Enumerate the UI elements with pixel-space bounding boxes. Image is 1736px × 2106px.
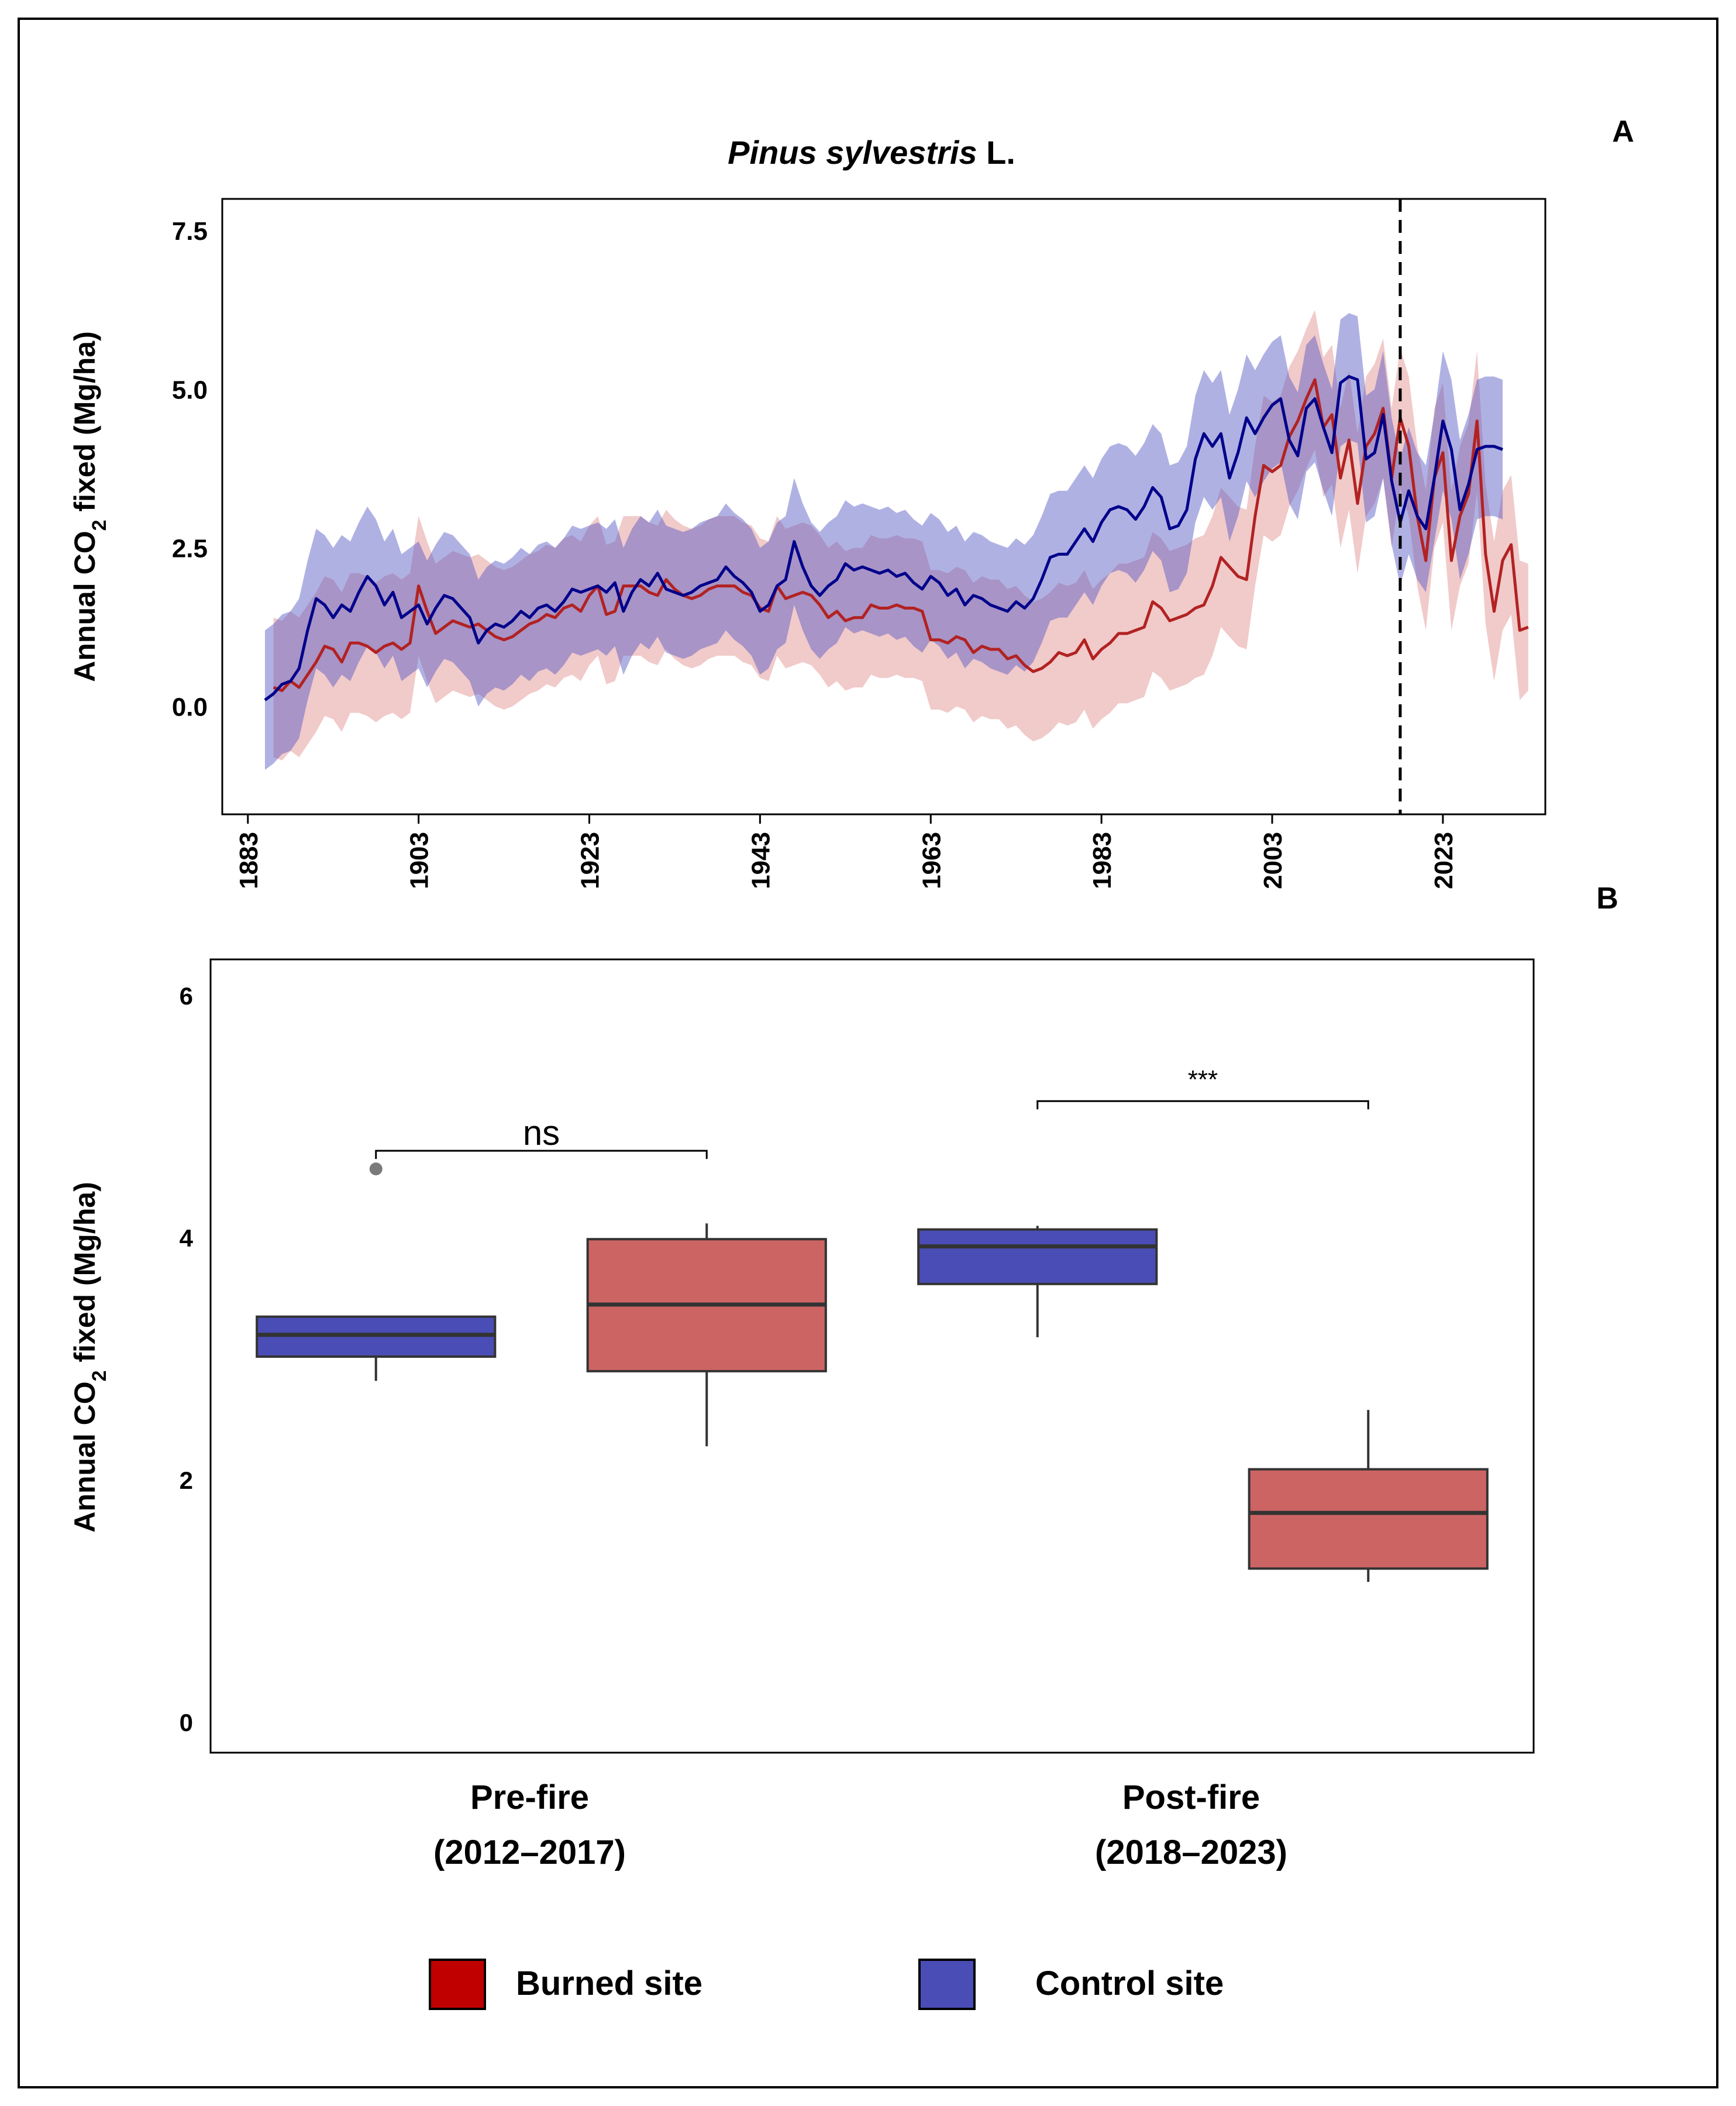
y-axis-ticks-a: 0.0 2.5 5.0 7.5: [172, 217, 208, 721]
x-tick-label-a: 2023: [1430, 832, 1458, 889]
significance-bracket: [375, 1150, 708, 1159]
y-tick-label-a: 0.0: [172, 693, 208, 722]
y-tick-label-a: 2.5: [172, 534, 208, 563]
box-control-site-pre: [256, 1162, 497, 1381]
y-axis-label-a: Annual CO2 fixed (Mg/ha): [68, 331, 111, 682]
panel-a-line-chart: Pinus sylvestris L. 0.0 2.5 5.0 7.5 1883 190…: [68, 134, 1546, 889]
line-control-site: [264, 375, 1503, 701]
panel-label-a: A: [1612, 115, 1634, 149]
legend-swatch-burned: [429, 1959, 486, 2010]
legend-swatch-control: [918, 1959, 976, 2010]
box-plots: [256, 1162, 1489, 1582]
line-burned-site: [273, 378, 1529, 693]
chart-title-italic: Pinus sylvestris: [728, 134, 977, 171]
y-label-b-sub: 2: [88, 1370, 111, 1381]
y-tick-label-a: 7.5: [172, 217, 208, 246]
x-tick-label-a: 2003: [1259, 832, 1287, 889]
x-tick-label-a: 1903: [405, 832, 434, 889]
y-tick-label-b: 6: [180, 982, 193, 1010]
plot-frame-a: [221, 198, 1546, 815]
box-control-site-post: [917, 1226, 1158, 1337]
confidence-bands: [264, 309, 1528, 770]
plot-frame-b: [209, 958, 1535, 1754]
band-burned-site: [273, 309, 1528, 760]
legend: Burned site Control site: [429, 1959, 1224, 2010]
x-tick-label-a: 1883: [235, 832, 263, 889]
series-lines: [264, 375, 1529, 701]
x-tick-label-a: 1963: [917, 832, 946, 889]
x-category-label-line1: Post-fire: [1122, 1778, 1260, 1816]
x-tick-label-a: 1943: [746, 832, 775, 889]
box-burned-site-post: [1248, 1410, 1489, 1582]
chart-title: Pinus sylvestris L.: [728, 134, 1015, 171]
x-axis-categories-b: Pre-fire (2012–2017) Post-fire (2018–2023): [433, 1778, 1287, 1871]
significance-brackets: ns ***: [375, 1065, 1369, 1159]
legend-label-control: Control site: [1035, 1964, 1224, 2002]
significance-label: ***: [1188, 1065, 1218, 1094]
x-category-label-line1: Pre-fire: [470, 1778, 589, 1816]
iqr-box: [1248, 1468, 1489, 1570]
chart-title-rest: L.: [977, 134, 1015, 171]
y-tick-label-b: 2: [180, 1467, 193, 1494]
y-tick-label-b: 4: [180, 1224, 194, 1252]
y-label-b-suffix: fixed (Mg/ha): [68, 1182, 101, 1370]
outlier-point: [369, 1162, 383, 1176]
x-category-label-line2: (2012–2017): [433, 1833, 626, 1871]
figure-frame: [18, 18, 1718, 2088]
y-label-a-prefix: Annual CO: [68, 531, 101, 682]
panel-b-box-plot: ns *** 0 2 4 6 Pre-fire (2012–2017) Post-fire (…: [68, 958, 1535, 1871]
iqr-box: [917, 1228, 1158, 1285]
panel-label-b: B: [1596, 882, 1618, 916]
y-label-a-sub: 2: [88, 519, 111, 531]
y-tick-label-b: 0: [180, 1709, 193, 1736]
legend-label-burned: Burned site: [516, 1964, 702, 2002]
x-tick-label-a: 1923: [576, 832, 605, 889]
x-tick-label-a: 1983: [1088, 832, 1117, 889]
y-label-b-prefix: Annual CO: [68, 1381, 101, 1532]
y-axis-ticks-b: 0 2 4 6: [180, 982, 194, 1736]
significance-bracket: [1036, 1100, 1369, 1110]
box-burned-site-pre: [586, 1223, 827, 1447]
x-category-label-line2: (2018–2023): [1095, 1833, 1287, 1871]
x-axis-ticks-a: 1883 1903 1923 1943 1963 1983 2003 2023: [235, 814, 1458, 889]
y-label-a-suffix: fixed (Mg/ha): [68, 331, 101, 519]
y-axis-label-b: Annual CO2 fixed (Mg/ha): [68, 1182, 111, 1532]
significance-label: ns: [523, 1113, 560, 1152]
band-control-site: [264, 313, 1503, 770]
y-tick-label-a: 5.0: [172, 376, 208, 404]
